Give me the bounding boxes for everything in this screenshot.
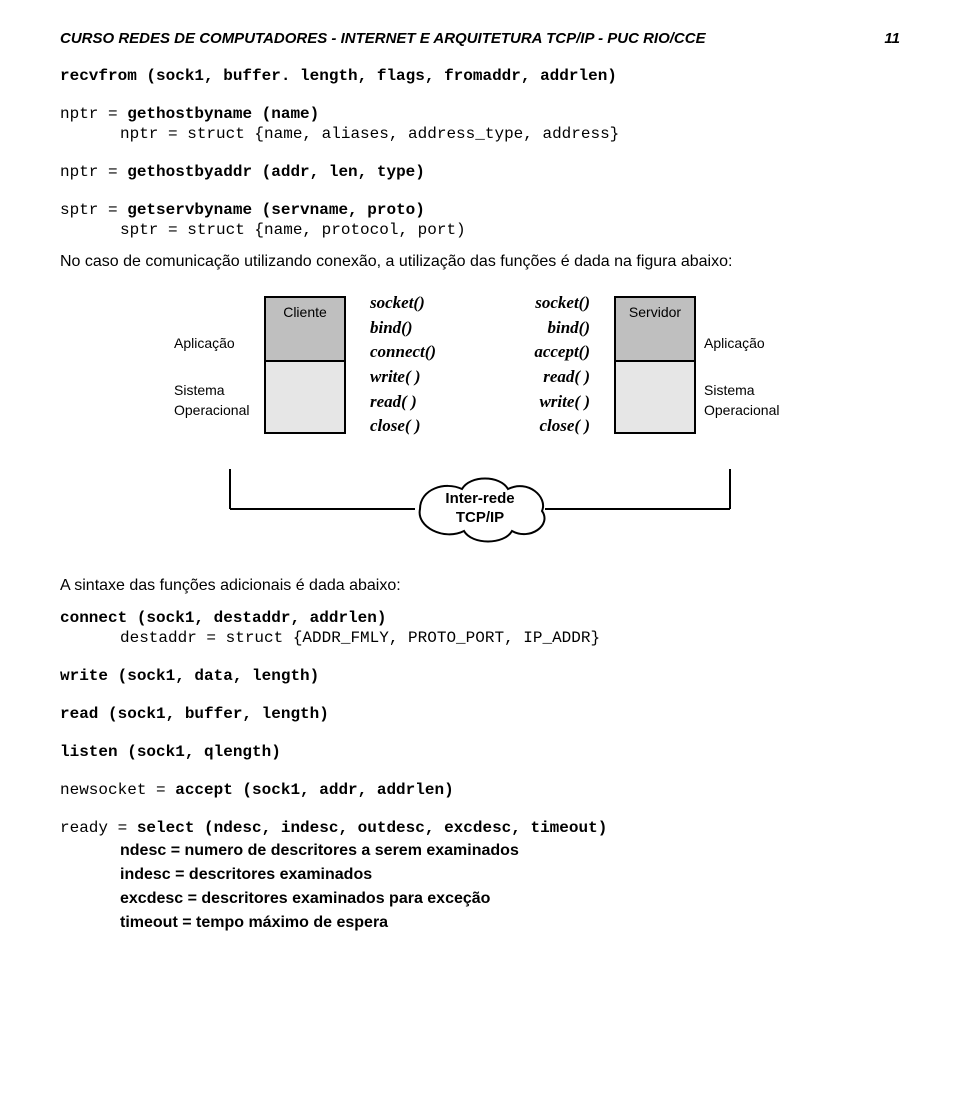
client-func-3: write( ) xyxy=(370,365,460,390)
label-sys1-left: Sistema xyxy=(174,381,264,401)
header-title: CURSO REDES DE COMPUTADORES - INTERNET E… xyxy=(60,30,706,47)
diagram-client-server: Aplicação Sistema Operacional Cliente so… xyxy=(60,291,900,439)
code-listen: listen (sock1, qlength) xyxy=(60,743,900,761)
code-destaddr: destaddr = struct {ADDR_FMLY, PROTO_PORT… xyxy=(120,629,900,647)
left-labels: Aplicação Sistema Operacional xyxy=(174,310,264,421)
function-columns: socket() bind() connect() write( ) read(… xyxy=(346,291,614,439)
client-func-1: bind() xyxy=(370,316,460,341)
server-funcs: socket() bind() accept() read( ) write( … xyxy=(500,291,590,439)
label-sys2-left: Operacional xyxy=(174,401,264,421)
server-box: Servidor xyxy=(614,296,696,434)
server-func-3: read( ) xyxy=(500,365,590,390)
client-func-5: close( ) xyxy=(370,414,460,439)
server-func-1: bind() xyxy=(500,316,590,341)
page-header: CURSO REDES DE COMPUTADORES - INTERNET E… xyxy=(60,30,900,47)
client-func-4: read( ) xyxy=(370,390,460,415)
excdesc-line: excdesc = descritores examinados para ex… xyxy=(120,887,900,911)
cloud-diagram: Inter-rede TCP/IP xyxy=(60,469,900,549)
ndesc-line: ndesc = numero de descritores a serem ex… xyxy=(120,839,900,863)
server-box-sys xyxy=(616,362,694,432)
server-func-2: accept() xyxy=(500,340,590,365)
server-func-5: close( ) xyxy=(500,414,590,439)
cloud-line1: Inter-rede xyxy=(445,489,514,509)
server-box-label: Servidor xyxy=(616,298,694,362)
code-nptr-struct1: nptr = struct {name, aliases, address_ty… xyxy=(120,125,900,143)
server-func-4: write( ) xyxy=(500,390,590,415)
code-select: ready = select (ndesc, indesc, outdesc, … xyxy=(60,819,900,837)
paragraph-2: A sintaxe das funções adicionais é dada … xyxy=(60,577,900,595)
client-func-0: socket() xyxy=(370,291,460,316)
label-sys2-right: Operacional xyxy=(704,401,786,421)
client-box-sys xyxy=(266,362,344,432)
cloud-label: Inter-rede TCP/IP xyxy=(445,489,514,528)
timeout-line: timeout = tempo máximo de espera xyxy=(120,911,900,935)
label-app-left: Aplicação xyxy=(174,334,264,354)
label-sys1-right: Sistema xyxy=(704,381,786,401)
client-box-label: Cliente xyxy=(266,298,344,362)
code-gethostbyaddr: nptr = gethostbyaddr (addr, len, type) xyxy=(60,163,900,181)
code-accept: newsocket = accept (sock1, addr, addrlen… xyxy=(60,781,900,799)
code-recvfrom: recvfrom (sock1, buffer. length, flags, … xyxy=(60,67,900,85)
indesc-line: indesc = descritores examinados xyxy=(120,863,900,887)
header-page: 11 xyxy=(884,30,900,47)
label-app-right: Aplicação xyxy=(704,334,786,354)
server-func-0: socket() xyxy=(500,291,590,316)
client-func-2: connect() xyxy=(370,340,460,365)
code-getservbyname: sptr = getservbyname (servname, proto) xyxy=(60,201,900,219)
code-read: read (sock1, buffer, length) xyxy=(60,705,900,723)
client-funcs: socket() bind() connect() write( ) read(… xyxy=(370,291,460,439)
client-box: Cliente xyxy=(264,296,346,434)
code-gethostbyname: nptr = gethostbyname (name) xyxy=(60,105,900,123)
right-labels: Aplicação Sistema Operacional xyxy=(696,310,786,421)
code-connect: connect (sock1, destaddr, addrlen) xyxy=(60,609,900,627)
code-sptr-struct: sptr = struct {name, protocol, port) xyxy=(120,221,900,239)
paragraph-1: No caso de comunicação utilizando conexã… xyxy=(60,253,900,271)
code-write: write (sock1, data, length) xyxy=(60,667,900,685)
cloud-line2: TCP/IP xyxy=(445,508,514,528)
